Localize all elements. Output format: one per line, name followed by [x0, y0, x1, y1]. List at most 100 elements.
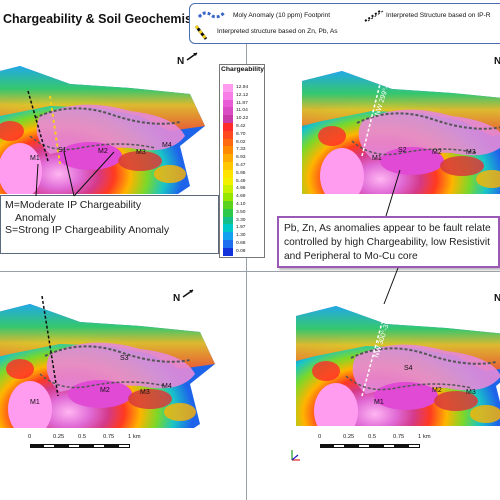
colorbar-swatch — [223, 99, 233, 108]
colorbar-tick-label: 3.30 — [236, 217, 246, 223]
scale-tick-label: 0 — [28, 434, 32, 440]
horizontal-divider — [0, 271, 500, 272]
map-label-m1-br: M1 — [374, 399, 384, 406]
colorbar-tick-label: 8.02 — [236, 139, 246, 145]
colorbar-swatch — [223, 177, 233, 186]
scale-segment — [105, 444, 118, 448]
colorbar-tick-label: 4.69 — [236, 194, 246, 200]
map-label-m1-bl: M1 — [30, 399, 40, 406]
map-label-s3: S3 — [120, 355, 129, 362]
scale-segment — [345, 444, 358, 448]
scale-segment — [320, 444, 333, 448]
ip-structure-legend-icon — [364, 10, 384, 22]
colorbar-swatch — [223, 107, 233, 116]
map-label-m3-br: M3 — [466, 389, 476, 396]
map-panel-bottom-left: M1 M2 M3 M4 S3 — [0, 286, 240, 428]
colorbar-swatch — [223, 232, 233, 241]
legend-box — [189, 3, 500, 44]
scale-tick-label: 0.75 — [393, 434, 405, 440]
scale-tick-label: 1 km — [128, 434, 141, 440]
north-label-top-right: N — [494, 56, 500, 67]
colorbar-swatch — [223, 216, 233, 225]
map-label-m3: M3 — [136, 149, 146, 156]
scale-segment — [67, 444, 80, 448]
colorbar-tick-label: 12.12 — [236, 92, 249, 98]
legend-ip-structure-label: Interpreted Structure based on IP-R — [386, 12, 491, 19]
north-label-bottom-right: N — [494, 293, 500, 304]
colorbar-tick-label: 12.94 — [236, 85, 249, 90]
moly-footprint-legend-icon — [197, 10, 227, 19]
colorbar-tick-label: 1.97 — [236, 225, 246, 231]
scale-segment — [382, 444, 395, 448]
scale-segment — [30, 444, 43, 448]
colorbar-tick-label: 10.22 — [236, 116, 249, 122]
colorbar-swatch — [223, 146, 233, 155]
scale-tick-label: 0.75 — [103, 434, 115, 440]
colorbar-swatch — [223, 201, 233, 210]
colorbar-swatch — [223, 154, 233, 163]
colorbar-tick-label: 9.42 — [236, 124, 246, 129]
map-label-s1: S1 — [58, 147, 67, 154]
colorbar-swatch — [223, 115, 233, 124]
map-label-s2: S2 — [398, 147, 407, 154]
colorbar-swatch — [223, 247, 233, 256]
map-label-s4: S4 — [404, 365, 413, 372]
callout-right-line-3: and Peripheral to Mo-Cu core — [284, 251, 418, 262]
callout-left-line-1: M=Moderate IP Chargeability — [5, 199, 142, 211]
colorbar-tick-label: 6.93 — [236, 155, 246, 161]
scale-bar-right: 0 0.25 0.5 0.75 1 km — [318, 434, 440, 456]
map-panel-bottom-right: M1 M2 M3 S4 NW 300°-3 — [282, 286, 500, 426]
north-arrow-icon — [186, 52, 198, 61]
scale-segment — [407, 444, 420, 448]
colorbar-swatch — [223, 240, 233, 249]
scale-tick-label: 0.5 — [368, 434, 377, 440]
legend-moly-label: Moly Anomaly (10 ppm) Footprint — [233, 12, 331, 19]
colorbar-swatch — [223, 193, 233, 202]
scale-segment — [117, 444, 130, 448]
callout-geochem-interpretation: Pb, Zn, As anomalies appear to be fault … — [277, 216, 500, 268]
colorbar-swatch — [223, 208, 233, 217]
colorbar-tick-label: 8.70 — [236, 131, 246, 137]
map-label-m1: M1 — [30, 155, 40, 162]
map-label-m4-bl: M4 — [162, 383, 172, 390]
colorbar-tick-label: 4.96 — [236, 186, 246, 192]
colorbar-tick-label: 11.87 — [236, 100, 248, 106]
colorbar-tick-label: 0.68 — [236, 241, 246, 246]
colorbar-swatch — [223, 169, 233, 178]
colorbar-tick-label: 4.10 — [236, 202, 246, 207]
callout-ip-anomaly-legend: M=Moderate IP Chargeability Anomaly S=St… — [0, 195, 219, 254]
callout-right-line-2: controlled by high Chargeability, low Re… — [284, 237, 490, 248]
map-panel-top-left: M1 S1 M2 M3 M4 — [0, 56, 218, 194]
colorbar-tick-label: 0.08 — [236, 248, 246, 254]
map-label-m4: M4 — [162, 142, 172, 149]
north-arrow-icon — [182, 289, 194, 298]
scale-segment — [80, 444, 93, 448]
znpbas-structure-legend-icon — [194, 25, 208, 40]
colorbar-tick-label: 5.49 — [236, 178, 246, 184]
scale-segment — [370, 444, 383, 448]
scale-tick-label: 0.5 — [78, 434, 87, 440]
callout-left-pointers — [35, 151, 115, 197]
page-title: Chargeability & Soil Geochemistry — [3, 12, 208, 26]
scale-segment — [395, 444, 408, 448]
colorbar-tick-label: 7.33 — [236, 147, 246, 153]
scale-segment — [42, 444, 55, 448]
scale-tick-label: 0.25 — [53, 434, 65, 440]
scale-tick-label: 0 — [318, 434, 322, 440]
colorbar-swatch — [223, 84, 233, 93]
map-label-m3-bl: M3 — [140, 389, 150, 396]
map-label-m2-bl: M2 — [100, 387, 110, 394]
scale-segment — [357, 444, 370, 448]
colorbar-swatch — [223, 91, 233, 100]
colorbar-title: Chargeability — [221, 66, 265, 73]
north-label-top-left: N — [177, 56, 185, 67]
north-label-bottom-left: N — [173, 293, 181, 304]
callout-right-pointers — [383, 169, 401, 305]
scale-segment — [55, 444, 68, 448]
map-label-m2: M2 — [98, 148, 108, 155]
colorbar-swatch — [223, 162, 233, 171]
callout-right-line-1: Pb, Zn, As anomalies appear to be fault … — [284, 223, 491, 234]
colorbar-swatch — [223, 130, 233, 139]
colorbar-swatch — [223, 123, 233, 132]
colorbar-swatch — [223, 185, 233, 194]
